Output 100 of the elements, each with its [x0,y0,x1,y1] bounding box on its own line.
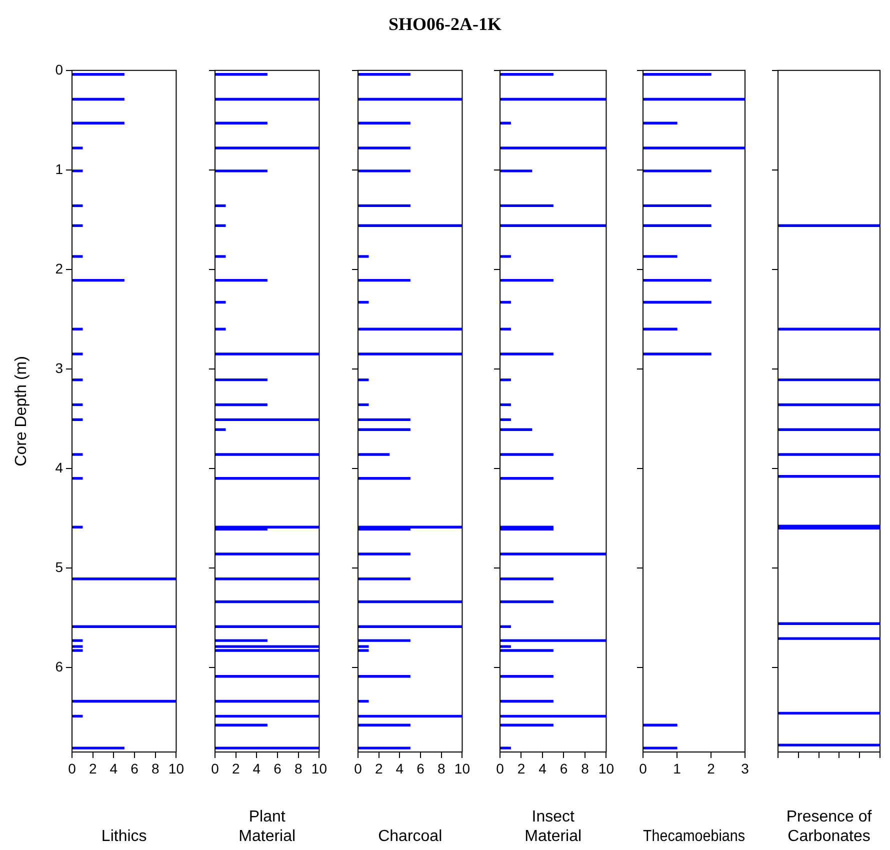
bar [358,255,369,258]
bar [358,625,462,628]
bar [72,526,83,528]
x-axis-title: Lithics [101,828,147,845]
bar [358,645,369,648]
bar [72,625,176,628]
bar [500,204,554,208]
bar [500,279,554,282]
bar [500,418,511,421]
bar [215,170,268,172]
x-tick-label: 2 [374,760,383,776]
bar [358,477,410,480]
bar [215,300,226,304]
bar [215,73,268,76]
bar [72,170,83,172]
bar [72,378,83,382]
bar [643,746,678,750]
x-tick-label: 6 [560,760,568,776]
bar [358,98,462,101]
x-tick-label: 8 [581,760,590,776]
x-tick-label: 4 [538,760,547,776]
bar [358,279,410,282]
bar [215,428,226,431]
x-tick-label: 6 [416,760,425,776]
bar [500,714,606,718]
x-tick-label: 10 [598,760,614,776]
bar [358,146,410,150]
bar [500,170,532,172]
bar [643,224,712,227]
bar [72,328,83,330]
bar [500,73,554,76]
bar [358,378,369,382]
bar [215,224,226,227]
bar [643,352,712,356]
bar [358,649,369,652]
bar [643,204,712,208]
x-tick-label: 6 [130,760,139,776]
x-tick-label: 6 [274,760,282,776]
bar [215,649,320,652]
bar [500,403,511,406]
bar [643,98,745,101]
bar [215,700,320,703]
x-axis-title: Thecamoebians [643,827,746,846]
bar [358,714,462,718]
bar [215,418,320,421]
bar [358,600,462,604]
x-tick-label: 8 [294,760,302,776]
bar [358,403,369,406]
bar [72,204,83,208]
bar [215,279,268,282]
bar [500,255,511,258]
x-tick-label: 4 [110,760,118,776]
x-tick-label: 10 [311,760,328,776]
bar [358,328,462,330]
x-tick-label: 2 [88,760,97,776]
bar [72,477,83,480]
bar [500,146,606,150]
bar [72,700,176,703]
bar [358,578,410,580]
x-tick-label: 0 [211,760,220,776]
bar [215,552,320,556]
y-tick-label: 6 [55,658,64,674]
bar [215,453,320,456]
bar [72,352,83,356]
bar [215,578,320,580]
x-tick-label: 2 [707,760,716,776]
bar [500,625,511,628]
bar [358,170,410,172]
y-axis-title: Core Depth (m) [13,356,30,466]
y-tick-label: 4 [55,459,64,476]
y-tick-label: 0 [55,61,64,78]
y-tick-label: 2 [55,260,64,276]
bar [500,453,554,456]
bar [643,255,678,258]
x-tick-label: 2 [232,760,240,776]
bar [215,98,320,101]
bar [643,146,745,150]
bar [500,552,606,556]
bar [500,224,606,227]
bar [72,146,83,150]
x-tick-label: 0 [496,760,504,776]
x-axis-title: Insect Material [524,808,582,845]
bar [72,255,83,258]
x-tick-label: 4 [252,760,261,776]
bar [358,352,462,356]
x-tick-label: 2 [517,760,526,776]
bar [215,122,268,124]
x-tick-label: 0 [354,760,362,776]
bar [500,675,554,678]
bar [72,122,124,124]
bar [358,122,410,124]
bar [72,578,176,580]
bar [358,700,369,703]
y-tick-label: 3 [55,360,64,376]
chart-title: SHO06-2A-1K [387,14,502,35]
bar [215,600,320,604]
x-tick-label: 3 [741,760,750,776]
bar [500,639,606,642]
bar [215,746,320,750]
bar [72,645,83,648]
